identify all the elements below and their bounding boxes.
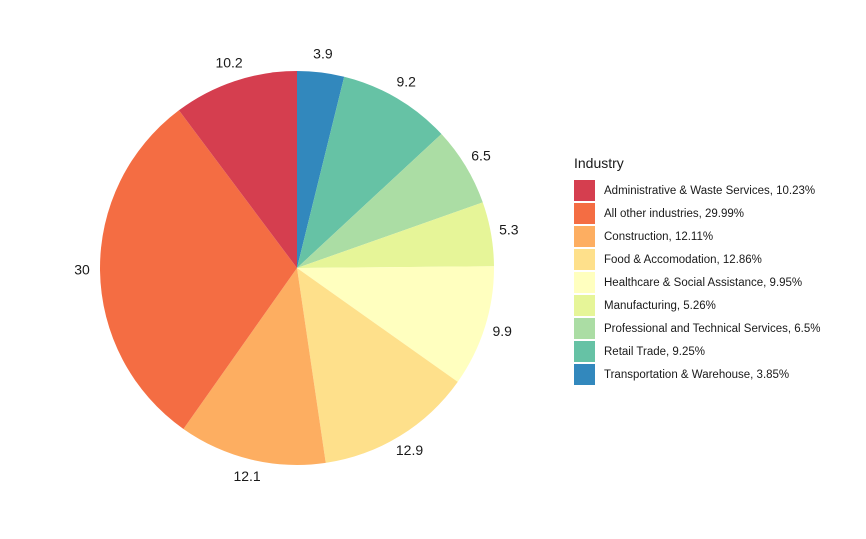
- legend-label: Professional and Technical Services, 6.5…: [604, 322, 821, 335]
- legend-key-swatch: [574, 226, 595, 247]
- legend-label: Manufacturing, 5.26%: [604, 299, 716, 312]
- legend-key-swatch: [574, 318, 595, 339]
- pie-slice-construction: [183, 268, 326, 465]
- slice-label-all-other-industries: 30: [74, 262, 90, 278]
- pie-labels: 3.9 9.2 6.5 5.3 9.9 12.9 12.1 30 10.2: [74, 45, 519, 484]
- legend-label: Food & Accomodation, 12.86%: [604, 253, 762, 266]
- slice-label-professional-and-technical-services: 6.5: [471, 148, 491, 164]
- slice-label-food-accomodation: 12.9: [396, 442, 423, 458]
- legend-item-administrative-waste-services: Administrative & Waste Services, 10.23%: [574, 179, 821, 202]
- pie-slices: [100, 71, 494, 465]
- legend-item-professional-and-technical-services: Professional and Technical Services, 6.5…: [574, 317, 821, 340]
- legend-label: Administrative & Waste Services, 10.23%: [604, 184, 816, 197]
- slice-label-administrative-waste-services: 10.2: [215, 55, 242, 71]
- slice-label-healthcare-social-assistance: 9.9: [492, 323, 512, 339]
- legend-item-food-accomodation: Food & Accomodation, 12.86%: [574, 248, 821, 271]
- pie-slice-manufacturing: [297, 202, 494, 268]
- legend-item-transportation-warehouse: Transportation & Warehouse, 3.85%: [574, 363, 821, 386]
- legend-key-swatch: [574, 180, 595, 201]
- pie-slice-retail-trade: [297, 76, 442, 269]
- pie-slice-healthcare-social-assistance: [297, 266, 494, 382]
- slice-label-manufacturing: 5.3: [499, 222, 519, 238]
- legend-title: Industry: [574, 155, 624, 171]
- legend-key-swatch: [574, 272, 595, 293]
- legend-label: All other industries, 29.99%: [604, 207, 744, 220]
- pie-slice-all-other-industries: [100, 110, 297, 429]
- legend-key-swatch: [574, 203, 595, 224]
- pie-slice-food-accomodation: [297, 268, 458, 463]
- legend-key-swatch: [574, 364, 595, 385]
- legend: Industry Administrative & Waste Services…: [574, 155, 821, 386]
- pie-slice-administrative-waste-services: [178, 71, 297, 268]
- slice-label-transportation-warehouse: 3.9: [313, 45, 333, 61]
- legend-item-retail-trade: Retail Trade, 9.25%: [574, 340, 821, 363]
- slice-label-construction: 12.1: [233, 468, 260, 484]
- legend-item-manufacturing: Manufacturing, 5.26%: [574, 294, 821, 317]
- legend-label: Transportation & Warehouse, 3.85%: [604, 368, 790, 381]
- legend-items: Administrative & Waste Services, 10.23% A…: [574, 179, 821, 386]
- pie-slice-professional-and-technical-services: [297, 134, 483, 268]
- legend-key-swatch: [574, 341, 595, 362]
- pie-slice-transportation-warehouse: [297, 71, 345, 268]
- legend-key-swatch: [574, 295, 595, 316]
- legend-item-all-other-industries: All other industries, 29.99%: [574, 202, 821, 225]
- legend-key-swatch: [574, 249, 595, 270]
- legend-item-healthcare-social-assistance: Healthcare & Social Assistance, 9.95%: [574, 271, 821, 294]
- legend-label: Construction, 12.11%: [604, 230, 714, 243]
- legend-label: Retail Trade, 9.25%: [604, 345, 706, 358]
- legend-item-construction: Construction, 12.11%: [574, 225, 821, 248]
- slice-label-retail-trade: 9.2: [396, 74, 416, 90]
- legend-label: Healthcare & Social Assistance, 9.95%: [604, 276, 803, 289]
